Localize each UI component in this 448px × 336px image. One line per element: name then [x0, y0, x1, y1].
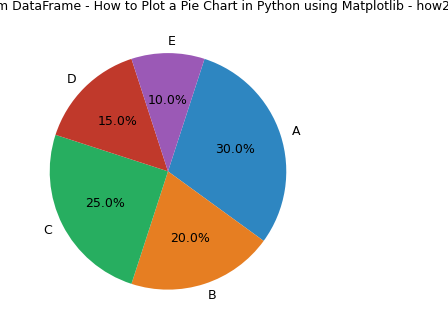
Wedge shape: [131, 53, 205, 171]
Wedge shape: [56, 59, 168, 171]
Text: D: D: [66, 73, 76, 86]
Text: from DataFrame - How to Plot a Pie Chart in Python using Matplotlib - how2ma: from DataFrame - How to Plot a Pie Chart…: [0, 0, 448, 13]
Text: 30.0%: 30.0%: [215, 143, 255, 156]
Wedge shape: [131, 171, 264, 290]
Text: 15.0%: 15.0%: [98, 115, 138, 128]
Text: B: B: [208, 289, 217, 302]
Text: A: A: [292, 125, 300, 138]
Text: 25.0%: 25.0%: [85, 197, 125, 210]
Wedge shape: [168, 59, 286, 241]
Text: C: C: [43, 224, 52, 237]
Text: E: E: [168, 35, 176, 48]
Text: 20.0%: 20.0%: [170, 233, 210, 245]
Text: 10.0%: 10.0%: [148, 94, 188, 107]
Wedge shape: [50, 135, 168, 284]
